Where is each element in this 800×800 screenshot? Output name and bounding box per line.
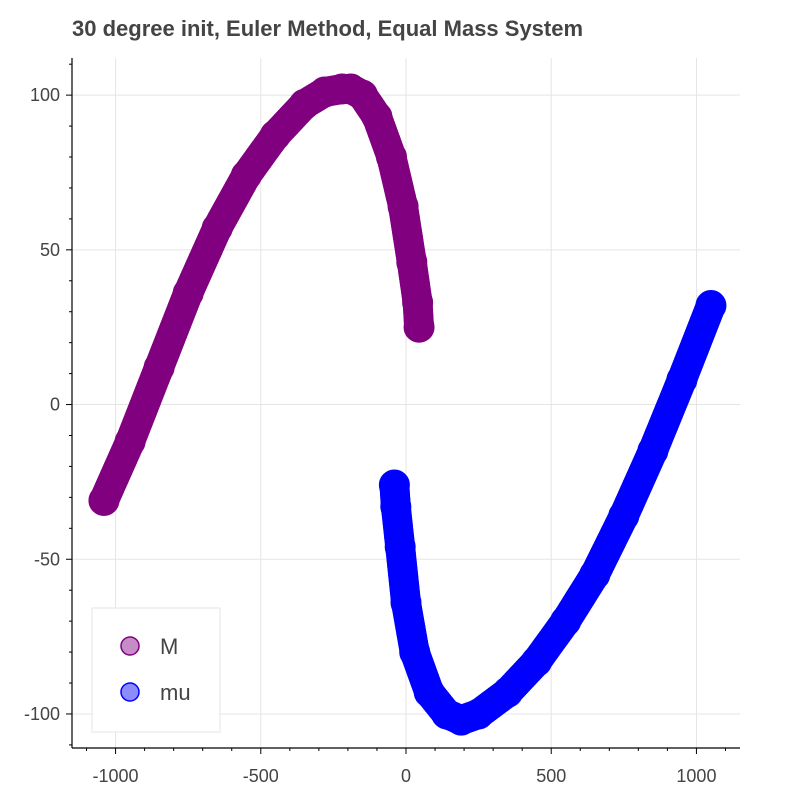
data-point [201, 212, 233, 244]
legend-label-mu: mu [160, 680, 191, 705]
data-point [399, 636, 431, 668]
y-tick-label: 50 [40, 240, 60, 260]
endpoint-marker [696, 290, 726, 321]
data-point [666, 364, 698, 396]
data-point [413, 676, 445, 708]
x-tick-label: 500 [536, 766, 566, 786]
startpoint-marker [89, 485, 119, 516]
data-point [390, 587, 422, 619]
data-points [88, 73, 727, 736]
series-M [88, 73, 435, 516]
data-point [521, 645, 553, 677]
data-point [375, 141, 407, 173]
y-tick-label: -50 [34, 549, 60, 569]
x-tick-label: -1000 [93, 766, 139, 786]
data-point [492, 676, 524, 708]
data-point [608, 500, 640, 532]
startpoint-marker [379, 470, 410, 500]
legend-marker-M [120, 636, 140, 656]
data-point [396, 246, 428, 278]
data-point [550, 605, 582, 637]
data-point [114, 426, 146, 458]
data-point [143, 351, 175, 383]
x-tick-label: 1000 [676, 766, 716, 786]
data-point [230, 160, 262, 192]
legend: Mmu [91, 607, 221, 733]
data-point [387, 191, 419, 223]
series-mu [378, 290, 727, 736]
y-tick-label: 100 [30, 85, 60, 105]
chart-title: 30 degree init, Euler Method, Equal Mass… [72, 16, 584, 41]
data-point [259, 119, 291, 151]
data-point [172, 277, 204, 309]
data-point [384, 531, 416, 563]
x-tick-label: 0 [401, 766, 411, 786]
endpoint-marker [404, 312, 434, 342]
data-point [637, 435, 669, 467]
legend-box [91, 607, 221, 733]
legend-label-M: M [160, 634, 178, 659]
legend-marker-mu [120, 682, 140, 702]
y-tick-label: 0 [50, 395, 60, 415]
y-tick-label: -100 [24, 704, 60, 724]
data-point [463, 698, 495, 730]
data-point [579, 559, 611, 591]
data-point [346, 79, 378, 111]
x-tick-label: -500 [243, 766, 279, 786]
data-point [361, 101, 393, 133]
